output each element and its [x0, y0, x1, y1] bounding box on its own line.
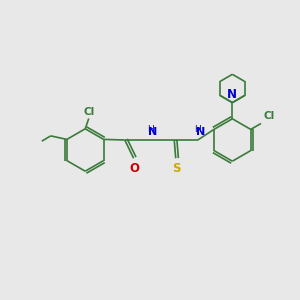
- Text: H: H: [147, 124, 154, 134]
- Text: Cl: Cl: [263, 111, 274, 121]
- Text: S: S: [172, 162, 181, 175]
- Text: Cl: Cl: [83, 107, 94, 117]
- Text: N: N: [148, 127, 158, 137]
- Text: O: O: [129, 162, 139, 175]
- Text: H: H: [194, 124, 201, 134]
- Text: N: N: [227, 88, 237, 101]
- Text: N: N: [196, 127, 205, 137]
